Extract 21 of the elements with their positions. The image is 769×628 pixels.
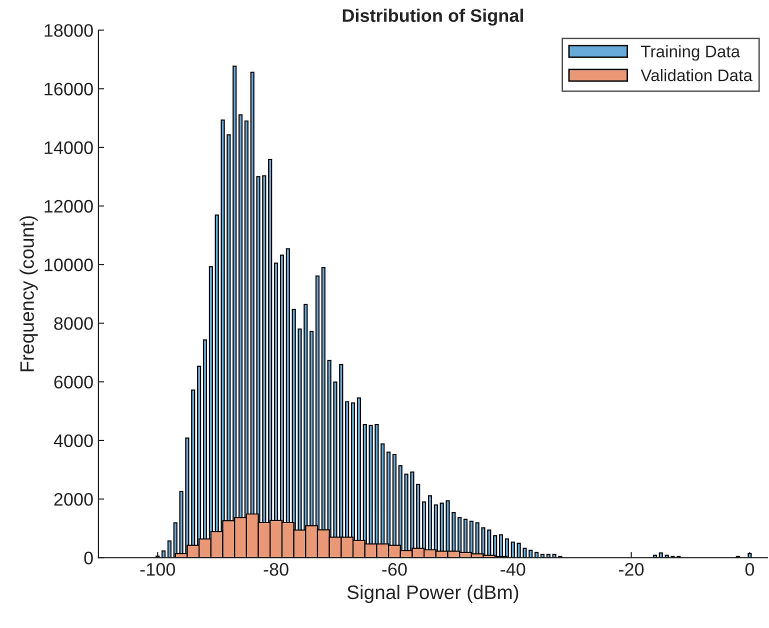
y-tick-label: 12000 [44,200,93,213]
y-tick-label: 2000 [54,492,93,506]
x-axis-title: Signal Power (dBm) [347,584,518,604]
x-tick-label: -100 [140,563,176,576]
y-tick-label: 0 [84,552,93,564]
y-tick-label: 16000 [44,82,93,96]
y-axis-title: Frequency (count) [20,216,38,372]
x-tick-label: -80 [264,563,288,576]
y-tick-label: 18000 [44,24,93,37]
y-tick-label: 10000 [44,258,93,272]
legend-label: Validation Data [640,69,752,82]
chart-title: Distribution of Signal [342,8,523,26]
x-tick-label: -20 [619,563,644,576]
x-tick-label: -60 [382,563,407,576]
x-tick-label: -40 [500,563,526,576]
y-tick-label: 14000 [44,141,93,154]
legend-label: Training Data [641,45,740,61]
y-tick-label: 6000 [54,376,93,389]
y-tick-label: 8000 [54,317,93,330]
y-tick-label: 4000 [54,434,93,448]
x-tick-label: 0 [745,563,754,576]
